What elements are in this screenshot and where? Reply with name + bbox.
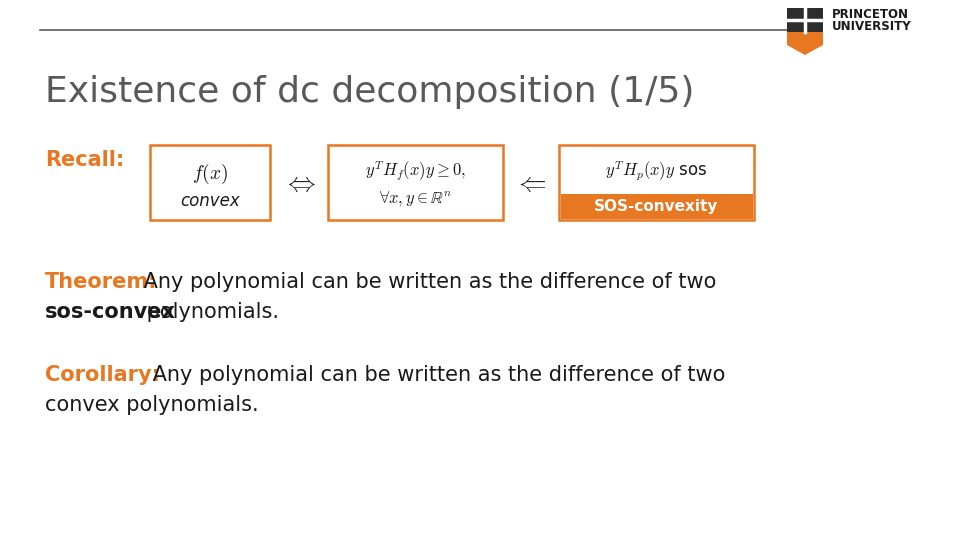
Text: $y^T H_p(x)y$ sos: $y^T H_p(x)y$ sos xyxy=(605,159,708,183)
Text: $f(x)$: $f(x)$ xyxy=(192,161,228,186)
Text: Any polynomial can be written as the difference of two: Any polynomial can be written as the dif… xyxy=(137,272,716,292)
FancyBboxPatch shape xyxy=(561,193,753,219)
Polygon shape xyxy=(787,32,823,55)
Text: convex: convex xyxy=(180,192,240,210)
Polygon shape xyxy=(787,8,823,45)
Text: $y^T H_f(x)y \geq 0,$: $y^T H_f(x)y \geq 0,$ xyxy=(365,159,466,183)
FancyBboxPatch shape xyxy=(150,145,270,220)
Text: UNIVERSITY: UNIVERSITY xyxy=(832,20,912,33)
Text: convex polynomials.: convex polynomials. xyxy=(45,395,258,415)
Text: Any polynomial can be written as the difference of two: Any polynomial can be written as the dif… xyxy=(146,365,726,385)
Text: Existence of dc decomposition (1/5): Existence of dc decomposition (1/5) xyxy=(45,75,694,109)
Text: Theorem:: Theorem: xyxy=(45,272,157,292)
FancyBboxPatch shape xyxy=(559,145,754,220)
FancyBboxPatch shape xyxy=(328,145,503,220)
Text: $\Leftarrow$: $\Leftarrow$ xyxy=(515,168,547,197)
Text: $\Leftrightarrow$: $\Leftrightarrow$ xyxy=(283,168,317,197)
Text: sos-convex: sos-convex xyxy=(45,302,176,322)
Text: PRINCETON: PRINCETON xyxy=(832,8,909,21)
Text: $\forall x, y \in \mathbb{R}^n$: $\forall x, y \in \mathbb{R}^n$ xyxy=(379,190,452,208)
Text: Corollary:: Corollary: xyxy=(45,365,160,385)
Text: SOS-convexity: SOS-convexity xyxy=(594,199,719,213)
Text: Recall:: Recall: xyxy=(45,150,124,170)
Text: polynomials.: polynomials. xyxy=(140,302,279,322)
